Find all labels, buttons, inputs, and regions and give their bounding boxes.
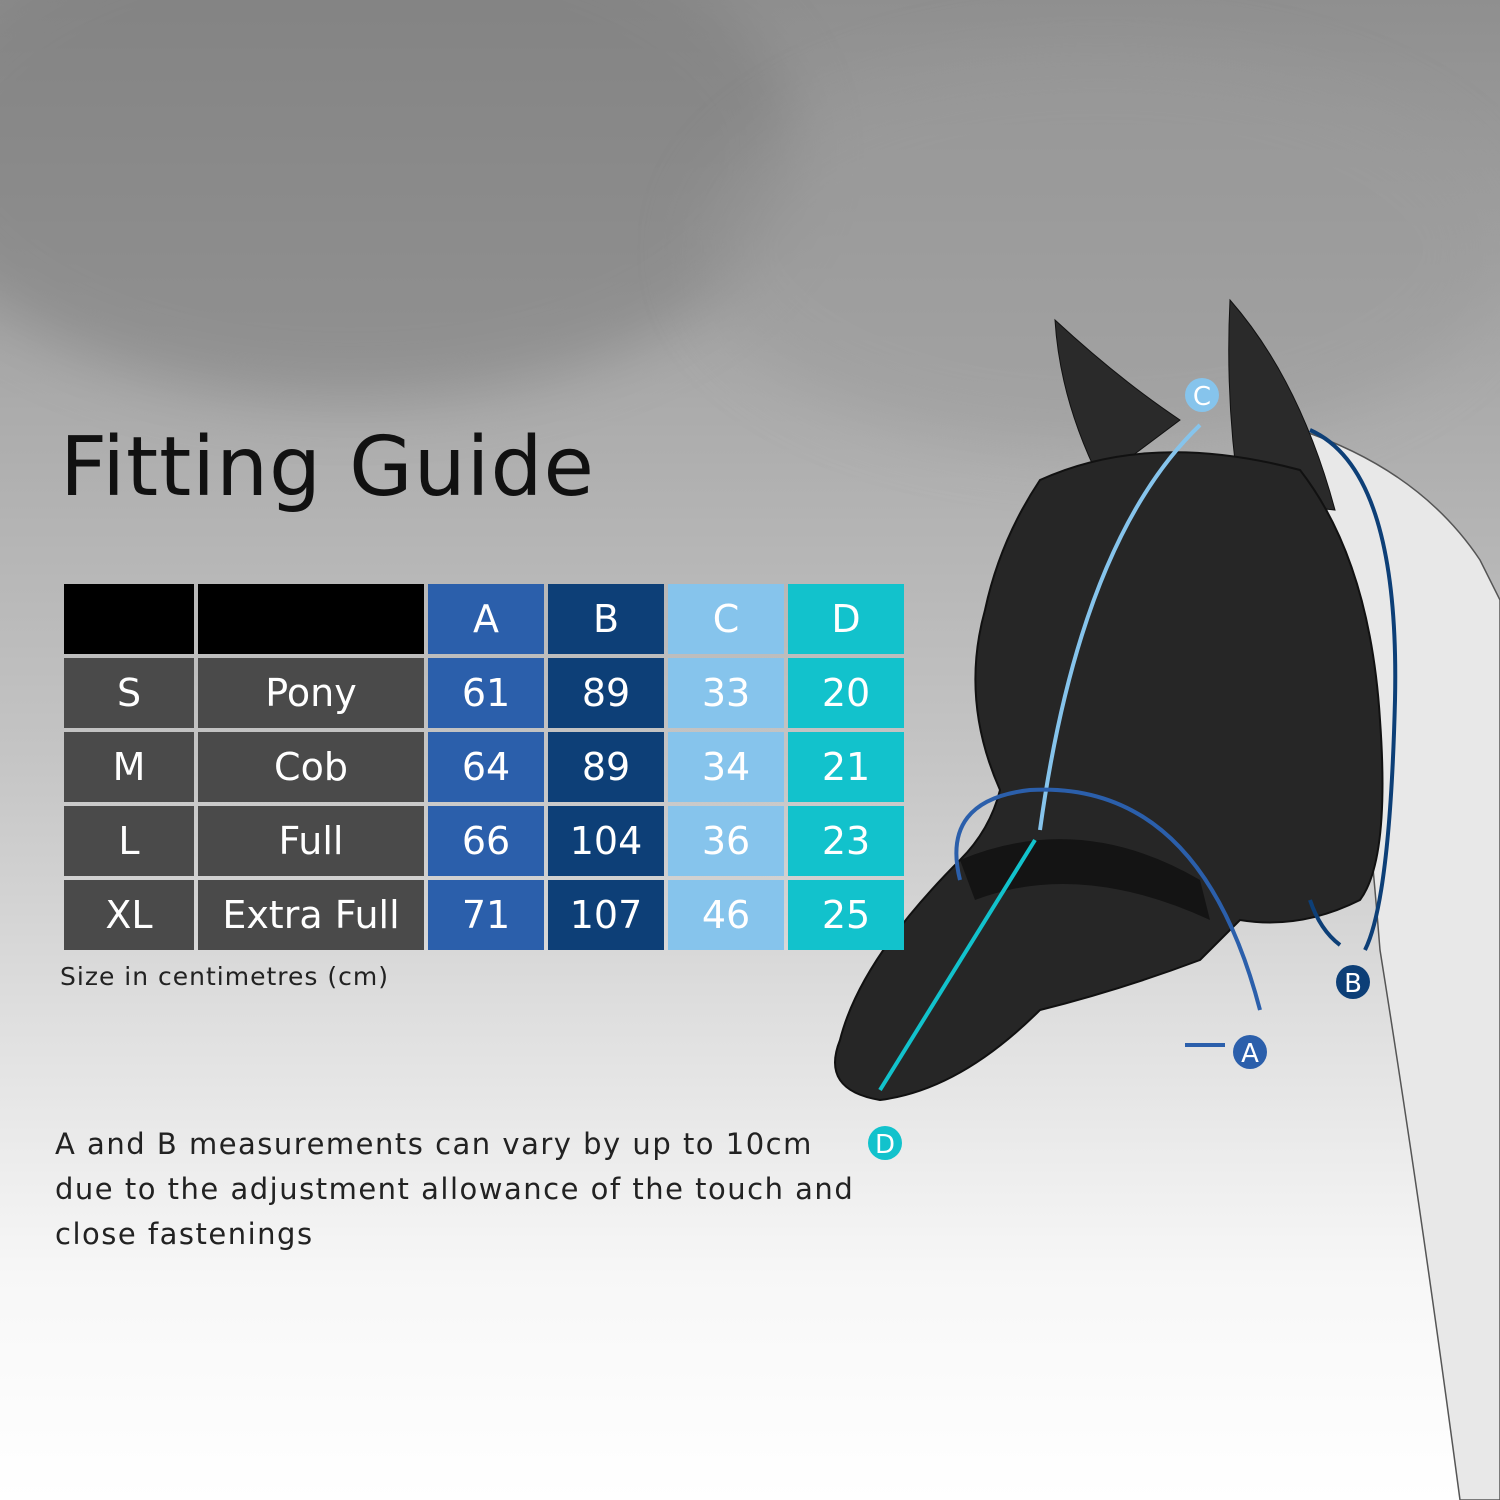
value-cell: 25 — [788, 880, 904, 950]
value-cell: 104 — [548, 806, 664, 876]
header-cell-b: B — [548, 584, 664, 654]
value-cell: 66 — [428, 806, 544, 876]
value-cell: 61 — [428, 658, 544, 728]
table-row: S Pony 61 89 33 20 — [64, 658, 904, 728]
table-header-row: A B C D — [64, 584, 904, 654]
value-cell: 89 — [548, 732, 664, 802]
value-cell: 89 — [548, 658, 664, 728]
size-cell: S — [64, 658, 194, 728]
header-cell-c: C — [668, 584, 784, 654]
value-cell: 23 — [788, 806, 904, 876]
value-cell: 71 — [428, 880, 544, 950]
value-cell: 33 — [668, 658, 784, 728]
type-cell: Full — [198, 806, 424, 876]
measure-b-arrow-2 — [1308, 899, 1342, 947]
label-d: D — [875, 1130, 895, 1160]
header-cell — [198, 584, 424, 654]
label-c-badge — [1185, 378, 1219, 412]
table-row: L Full 66 104 36 23 — [64, 806, 904, 876]
label-c: C — [1193, 382, 1211, 412]
value-cell: 107 — [548, 880, 664, 950]
value-cell: 20 — [788, 658, 904, 728]
header-cell — [64, 584, 194, 654]
size-table: A B C D S Pony 61 89 33 20 M Cob 64 89 3… — [60, 580, 908, 954]
table-row: M Cob 64 89 34 21 — [64, 732, 904, 802]
horse-left-ear — [1054, 318, 1181, 481]
measure-c-arrow — [1038, 423, 1202, 831]
horse-right-ear — [1228, 298, 1336, 511]
label-b: B — [1344, 969, 1362, 999]
header-cell-d: D — [788, 584, 904, 654]
fly-mask-body — [834, 451, 1384, 1102]
type-cell: Extra Full — [198, 880, 424, 950]
size-cell: XL — [64, 880, 194, 950]
measure-a-arrow — [954, 787, 1262, 1011]
value-cell: 36 — [668, 806, 784, 876]
size-cell: M — [64, 732, 194, 802]
label-b-badge — [1336, 965, 1370, 999]
unit-note: Size in centimetres (cm) — [60, 962, 389, 991]
value-cell: 64 — [428, 732, 544, 802]
value-cell: 34 — [668, 732, 784, 802]
label-d-badge — [868, 1126, 902, 1160]
label-a-badge — [1233, 1035, 1267, 1069]
value-cell: 46 — [668, 880, 784, 950]
value-cell: 21 — [788, 732, 904, 802]
type-cell: Pony — [198, 658, 424, 728]
page-title: Fitting Guide — [60, 420, 595, 515]
measure-b-arrow — [1309, 428, 1398, 951]
label-a: A — [1241, 1039, 1259, 1069]
measure-d-arrow — [878, 838, 1037, 1092]
header-cell-a: A — [428, 584, 544, 654]
type-cell: Cob — [198, 732, 424, 802]
table-row: XL Extra Full 71 107 46 25 — [64, 880, 904, 950]
size-cell: L — [64, 806, 194, 876]
measurement-description: A and B measurements can vary by up to 1… — [55, 1127, 855, 1251]
